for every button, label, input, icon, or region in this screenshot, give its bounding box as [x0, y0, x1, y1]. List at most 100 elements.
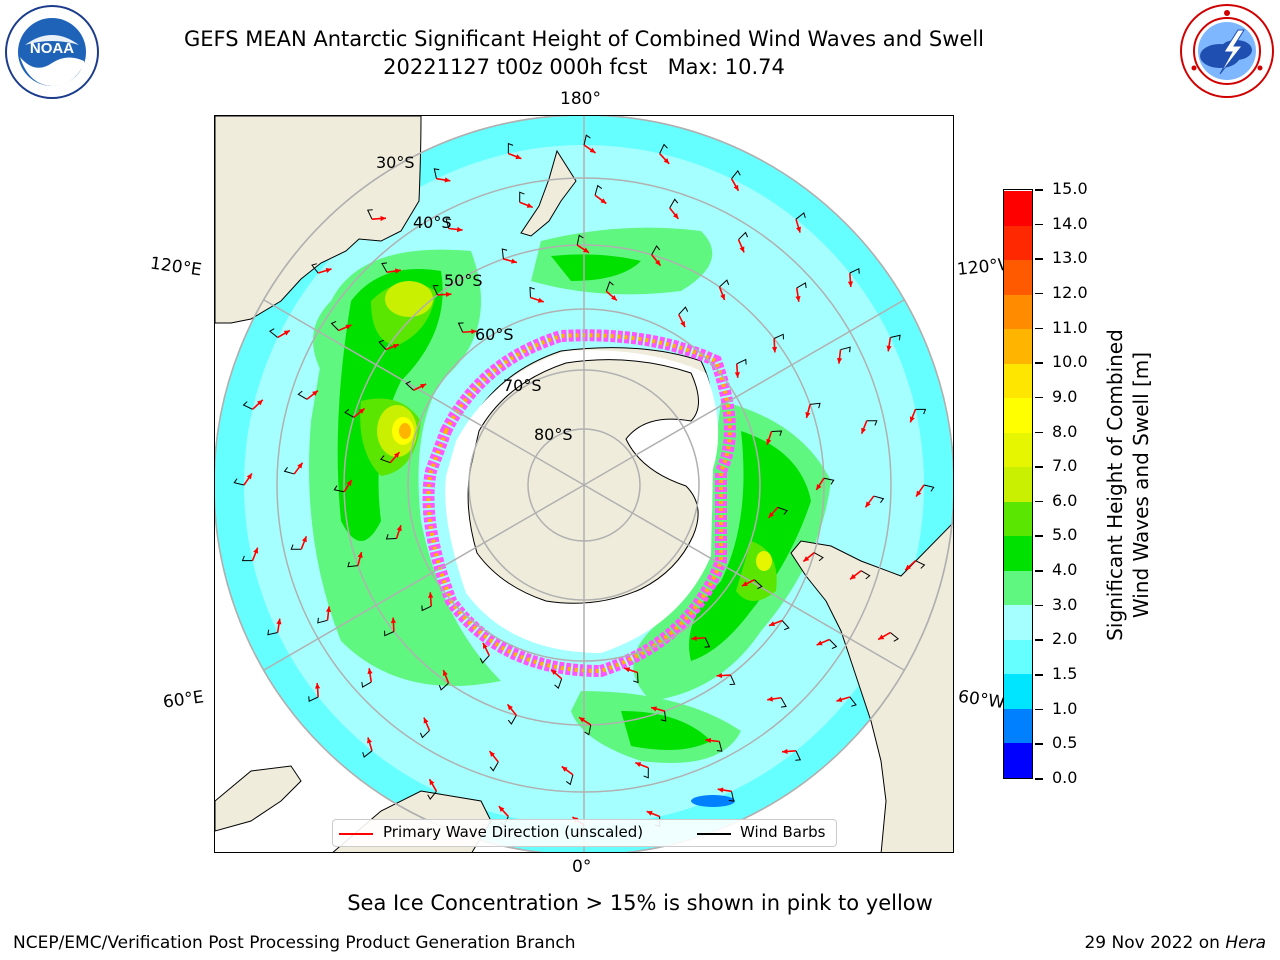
colorbar-tick-label: 15.0 — [1052, 179, 1088, 198]
wave-arrow — [767, 506, 788, 519]
colorbar-label-line2: Wind Waves and Swell [m] — [1129, 351, 1153, 619]
wave-arrow — [730, 169, 741, 192]
colorbar-segment — [1004, 363, 1032, 399]
colorbar-tick — [1035, 292, 1043, 295]
colorbar-tick — [1035, 674, 1043, 676]
wave-arrow — [594, 184, 607, 205]
colorbar-tick — [1035, 396, 1043, 399]
wave-arrow — [283, 462, 304, 475]
lat-label-60s: 60°S — [475, 325, 514, 344]
lon-label-60e: 60°E — [161, 687, 206, 713]
colorbar-segment — [1004, 639, 1032, 675]
colorbar-segment — [1004, 604, 1032, 640]
colorbar-tick-label: 7.0 — [1052, 456, 1078, 476]
footer-date-text: 29 Nov 2022 on — [1084, 933, 1226, 953]
wave-arrow — [333, 479, 353, 493]
colorbar-tick — [1035, 535, 1043, 537]
colorbar-tick — [1035, 362, 1043, 364]
wave-arrow — [438, 669, 450, 691]
colorbar-segment — [1004, 294, 1032, 330]
lon-label-60w: 60°W — [956, 686, 1007, 714]
wave-arrow — [311, 263, 332, 274]
colorbar-tick — [1035, 570, 1043, 572]
wave-arrow — [381, 262, 401, 274]
wave-arrow — [816, 638, 838, 650]
colorbar-segment — [1004, 432, 1032, 468]
wave-arrow — [605, 281, 618, 302]
wave-arrow — [768, 619, 790, 631]
lat-label-40s: 40°S — [413, 213, 452, 232]
lat-label-70s: 70°S — [503, 376, 542, 395]
colorbar-tick — [1035, 708, 1043, 711]
colorbar-tick-label: 1.5 — [1052, 664, 1078, 684]
footer-machine: Hera — [1225, 933, 1266, 953]
legend-wave-label: Primary Wave Direction (unscaled) — [383, 823, 644, 841]
wave-arrow — [488, 750, 499, 772]
wave-arrow — [432, 285, 452, 298]
colorbar-segment — [1004, 328, 1032, 364]
wave-arrow — [421, 592, 434, 612]
wave-arrow — [836, 346, 851, 364]
colorbar-tick — [1035, 604, 1043, 607]
wave-arrow — [308, 682, 321, 703]
colorbar-tick-label: 14.0 — [1052, 213, 1088, 233]
wave-arrow — [802, 552, 824, 563]
wave-arrow — [771, 333, 784, 353]
lat-label-80s: 80°S — [534, 425, 573, 444]
wave-arrow — [241, 547, 259, 562]
wave-arrow — [457, 322, 477, 335]
colorbar-segment — [1004, 225, 1032, 261]
colorbar-segment — [1004, 708, 1032, 744]
wave-arrow — [860, 420, 878, 435]
wave-arrow — [659, 143, 670, 165]
wave-arrow — [297, 389, 319, 400]
colorbar — [1003, 189, 1033, 779]
colorbar-tick-label: 4.0 — [1052, 560, 1078, 580]
colorbar-tick-label: 11.0 — [1052, 317, 1088, 337]
wave-arrow — [501, 248, 518, 264]
legend-barb-label: Wind Barbs — [740, 823, 826, 841]
colorbar-segment — [1004, 673, 1032, 709]
sea-ice-note: Sea Ice Concentration > 15% is shown in … — [347, 891, 933, 915]
colorbar-tick-label: 2.0 — [1052, 629, 1078, 649]
wave-arrow — [384, 617, 397, 637]
wave-arrow — [378, 339, 400, 351]
chart-title: GEFS MEAN Antarctic Significant Height o… — [183, 27, 985, 51]
wave-arrow — [717, 787, 735, 802]
footer-date: 29 Nov 2022 on Hera — [1084, 933, 1266, 953]
wave-arrow — [716, 672, 736, 685]
colorbar-segment — [1004, 742, 1032, 778]
colorbar-segment — [1004, 535, 1032, 571]
wave-arrow — [405, 380, 427, 391]
colorbar-tick — [1035, 223, 1043, 226]
chart-subtitle: 20221127 t00z 000h fcst Max: 10.74 — [383, 55, 785, 79]
colorbar-tick — [1035, 258, 1043, 260]
wave-arrow — [317, 606, 332, 624]
wave-arrow — [623, 667, 639, 684]
colorbar-tick — [1035, 327, 1043, 330]
wave-arrow — [576, 234, 590, 254]
colorbar-tick-label: 13.0 — [1052, 248, 1088, 268]
wave-arrow — [718, 279, 730, 301]
wave-arrow — [691, 635, 711, 648]
wave-arrow — [479, 642, 490, 664]
wave-arrow — [445, 218, 463, 233]
colorbar-tick-label: 5.0 — [1052, 525, 1078, 545]
wave-arrow — [849, 570, 871, 581]
wave-arrow — [650, 706, 667, 722]
wave-arrow — [344, 407, 366, 418]
wave-arrow — [507, 142, 522, 160]
colorbar-tick-label: 0.0 — [1052, 768, 1078, 787]
wave-arrow — [380, 451, 401, 464]
wave-arrow — [578, 716, 592, 736]
wave-arrow — [583, 134, 597, 154]
wave-arrow — [766, 430, 783, 446]
wave-arrow — [361, 668, 373, 688]
colorbar-tick-label: 6.0 — [1052, 490, 1078, 510]
colorbar-segment — [1004, 190, 1032, 226]
wave-arrow — [795, 212, 806, 233]
wave-arrow — [795, 282, 807, 302]
wave-arrow — [705, 737, 723, 752]
wave-arrow — [836, 696, 857, 707]
wave-arrow — [847, 267, 860, 288]
